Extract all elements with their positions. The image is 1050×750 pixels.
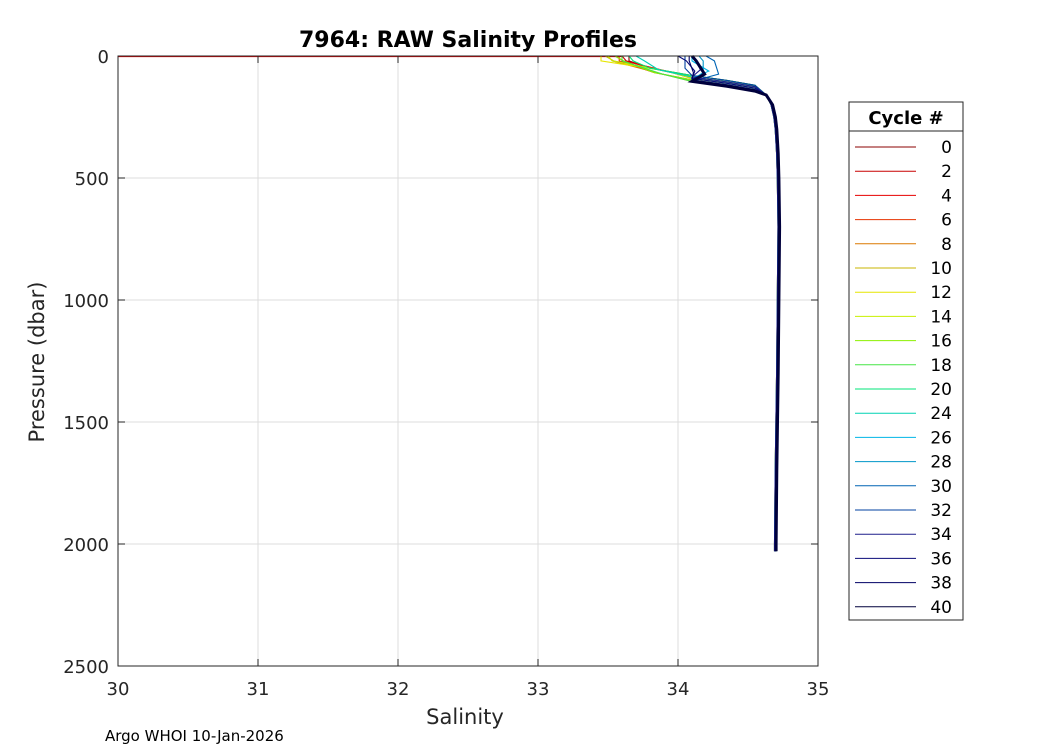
legend-label-26: 26 bbox=[930, 428, 952, 448]
legend-label-4: 4 bbox=[941, 186, 952, 206]
legend-label-12: 12 bbox=[930, 283, 952, 303]
legend-label-28: 28 bbox=[930, 453, 952, 473]
legend-label-6: 6 bbox=[941, 211, 952, 231]
legend-label-16: 16 bbox=[930, 332, 952, 352]
grid-lines bbox=[118, 56, 818, 666]
legend-label-2: 2 bbox=[941, 162, 952, 182]
plot-frame bbox=[117, 55, 819, 667]
y-tick-label: 1000 bbox=[63, 291, 109, 312]
legend-box bbox=[848, 101, 964, 621]
legend-title: Cycle # bbox=[868, 108, 943, 129]
plot-area bbox=[118, 56, 818, 666]
legend-label-18: 18 bbox=[930, 356, 952, 376]
x-tick-label: 30 bbox=[107, 679, 130, 700]
y-tick-label: 2000 bbox=[63, 535, 109, 556]
y-tick-label: 1500 bbox=[63, 413, 109, 434]
legend-label-20: 20 bbox=[930, 380, 952, 400]
chart-title: 7964: RAW Salinity Profiles bbox=[299, 28, 637, 53]
legend-label-24: 24 bbox=[930, 404, 952, 424]
footer-credit: Argo WHOI 10-Jan-2026 bbox=[105, 727, 284, 745]
x-ticks: 30 31 32 33 34 35 bbox=[107, 56, 830, 700]
legend-label-40: 40 bbox=[930, 598, 952, 618]
legend-label-10: 10 bbox=[930, 259, 952, 279]
legend-label-32: 32 bbox=[930, 501, 952, 521]
y-tick-label: 2500 bbox=[63, 657, 109, 678]
legend-label-0: 0 bbox=[941, 138, 952, 158]
y-tick-label: 500 bbox=[75, 169, 109, 190]
profile-lines bbox=[118, 55, 782, 552]
legend-label-14: 14 bbox=[930, 307, 952, 327]
legend-label-36: 36 bbox=[930, 549, 952, 569]
legend-label-38: 38 bbox=[930, 574, 952, 594]
y-tick-label: 0 bbox=[98, 47, 109, 68]
legend-label-30: 30 bbox=[930, 477, 952, 497]
legend: Cycle # 02468101214161820242628303234363… bbox=[848, 101, 964, 621]
profile-line-cycle-40 bbox=[687, 55, 782, 552]
x-tick-label: 31 bbox=[247, 679, 270, 700]
legend-label-34: 34 bbox=[930, 525, 952, 545]
x-tick-label: 33 bbox=[527, 679, 550, 700]
x-tick-label: 32 bbox=[387, 679, 410, 700]
y-ticks: 0 500 1000 1500 2000 2500 bbox=[63, 47, 818, 678]
x-tick-label: 34 bbox=[667, 679, 690, 700]
legend-label-8: 8 bbox=[941, 235, 952, 255]
y-axis-label: Pressure (dbar) bbox=[25, 282, 49, 443]
x-axis-label: Salinity bbox=[426, 705, 504, 729]
x-tick-label: 35 bbox=[807, 679, 830, 700]
